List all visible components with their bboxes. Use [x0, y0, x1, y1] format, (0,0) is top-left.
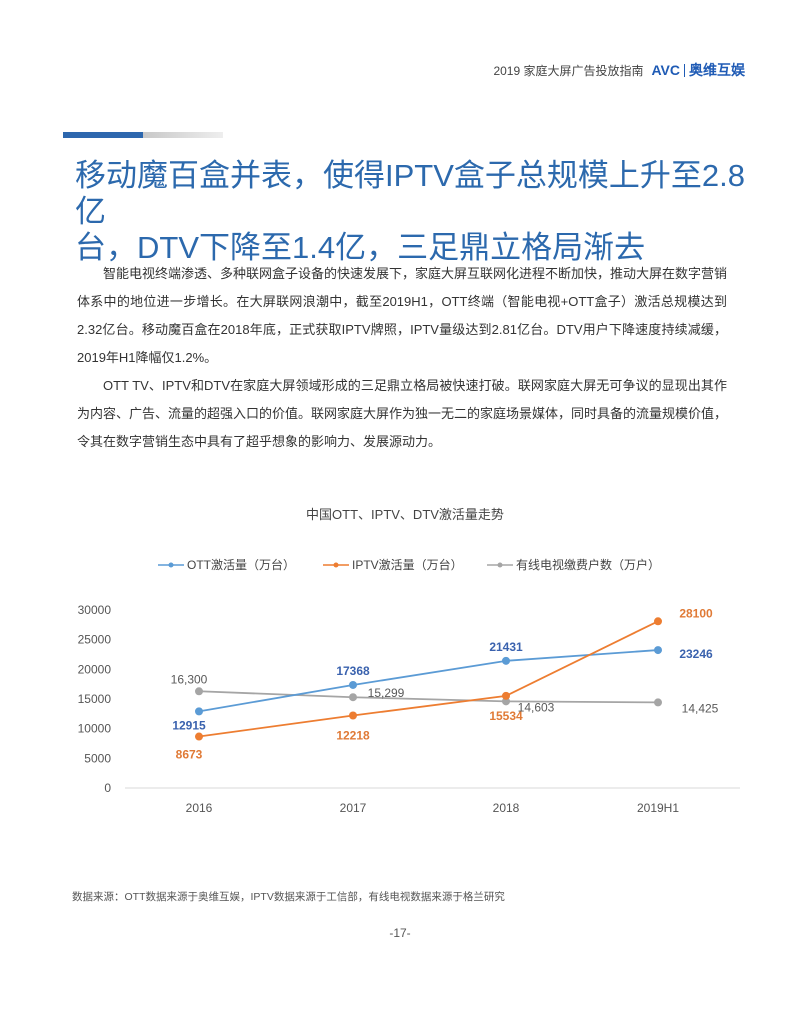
- legend-label: 有线电视缴费户数（万户）: [516, 557, 660, 572]
- paragraph: OTT TV、IPTV和DTV在家庭大屏领域形成的三足鼎立格局被快速打破。联网家…: [77, 378, 728, 449]
- data-point: [349, 693, 357, 702]
- x-tick-label: 2016: [186, 801, 213, 815]
- report-title: 2019 家庭大屏广告投放指南: [493, 63, 644, 78]
- data-point: [349, 680, 357, 689]
- y-tick-label: 30000: [78, 603, 112, 617]
- data-point: [195, 732, 203, 741]
- data-point: [654, 617, 662, 626]
- data-label: 15534: [489, 709, 523, 723]
- legend-marker: [497, 562, 503, 568]
- series-line: [198, 649, 659, 713]
- data-source-note: 数据来源：OTT数据来源于奥维互娱，IPTV数据来源于工信部，有线电视数据来源于…: [72, 891, 505, 903]
- data-label: 8673: [176, 748, 203, 762]
- page-title: 移动魔百盒并表，使得IPTV盒子总规模上升至2.8亿 台，DTV下降至1.4亿，…: [75, 158, 755, 266]
- data-label: 15,299: [368, 686, 405, 700]
- data-label: 14,425: [682, 701, 719, 715]
- data-label: 16,300: [171, 672, 208, 686]
- legend-label: IPTV激活量（万台）: [352, 557, 463, 572]
- data-label: 12218: [336, 729, 370, 743]
- y-tick-label: 0: [104, 781, 111, 795]
- data-label: 23246: [679, 647, 713, 661]
- avc-logo: AVC 奥维互娱: [651, 62, 745, 78]
- legend-label: OTT激活量（万台）: [187, 557, 295, 572]
- data-point: [654, 646, 662, 655]
- x-tick-label: 2017: [340, 801, 367, 815]
- series-line: [198, 690, 659, 704]
- y-tick-label: 20000: [78, 662, 112, 676]
- series-line: [198, 620, 659, 738]
- data-point: [502, 656, 510, 665]
- x-tick-label: 2018: [493, 801, 520, 815]
- data-point: [349, 711, 357, 720]
- data-label: 17368: [336, 664, 370, 678]
- paragraph: 智能电视终端渗透、多种联网盒子设备的快速发展下，家庭大屏互联网化进程不断加快，推…: [77, 266, 728, 365]
- y-tick-label: 25000: [78, 633, 112, 647]
- x-tick-label: 2019H1: [637, 801, 679, 815]
- legend-marker: [168, 562, 174, 568]
- data-label: 14,603: [518, 700, 555, 714]
- section-divider: [63, 132, 223, 138]
- data-label: 28100: [679, 606, 713, 620]
- data-label: 12915: [172, 718, 206, 732]
- data-label: 21431: [489, 640, 523, 654]
- y-tick-label: 10000: [78, 722, 112, 736]
- chart-title: 中国OTT、IPTV、DTV激活量走势: [306, 507, 504, 522]
- body-text: 智能电视终端渗透、多种联网盒子设备的快速发展下，家庭大屏互联网化进程不断加快，推…: [77, 260, 727, 456]
- data-point: [654, 698, 662, 707]
- data-point: [195, 687, 203, 696]
- y-tick-label: 5000: [84, 751, 111, 765]
- legend-marker: [333, 562, 339, 568]
- title-line: 移动魔百盒并表，使得IPTV盒子总规模上升至2.8亿: [75, 158, 745, 229]
- data-point: [502, 691, 510, 700]
- data-point: [195, 707, 203, 716]
- page-number: -17-: [389, 926, 411, 940]
- y-tick-label: 15000: [78, 692, 112, 706]
- line-chart: 中国OTT、IPTV、DTV激活量走势 OTT激活量（万台） IPTV激活量（万台）…: [78, 507, 740, 815]
- data-point: [502, 697, 510, 706]
- title-line: 台，DTV下降至1.4亿，三足鼎立格局渐去: [75, 230, 646, 265]
- page-header: 2019 家庭大屏广告投放指南 AVC 奥维互娱: [493, 60, 745, 80]
